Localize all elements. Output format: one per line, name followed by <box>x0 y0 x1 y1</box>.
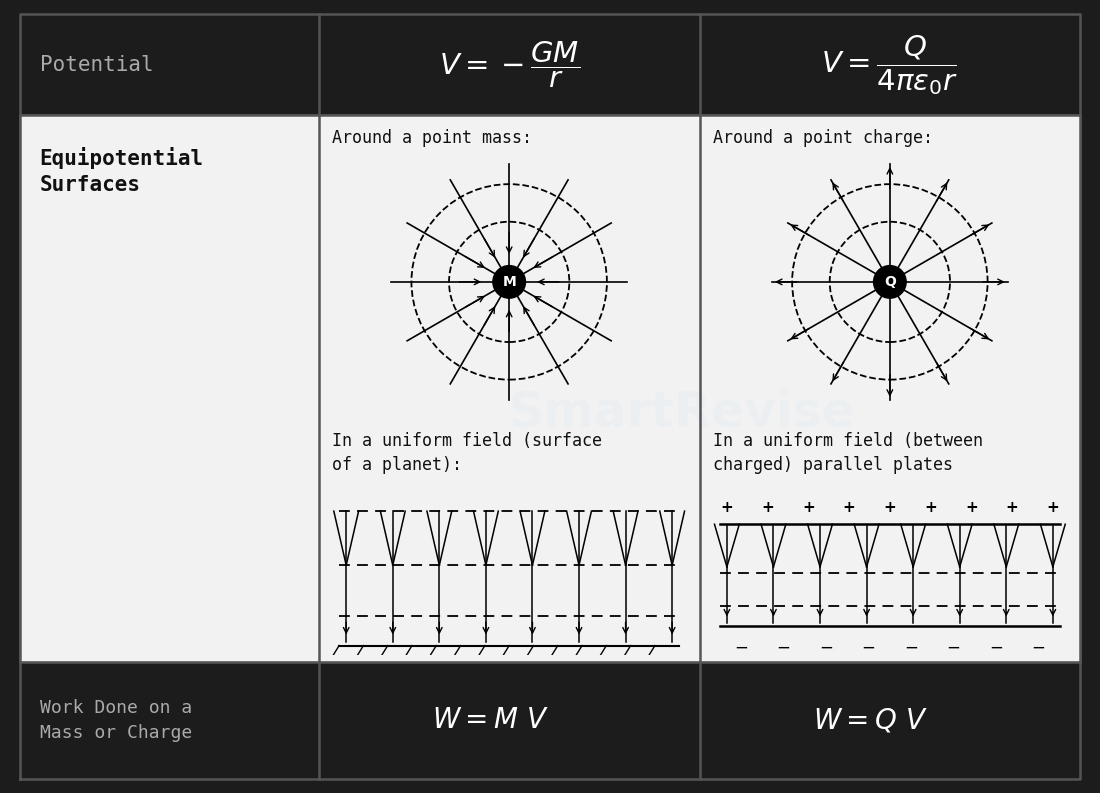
Text: Around a point mass:: Around a point mass: <box>332 129 532 147</box>
Polygon shape <box>319 115 700 662</box>
Text: In a uniform field (between
charged) parallel plates: In a uniform field (between charged) par… <box>713 432 982 473</box>
Text: $W = M\ V$: $W = M\ V$ <box>431 707 549 734</box>
Text: Potential: Potential <box>40 55 153 75</box>
Polygon shape <box>20 662 319 779</box>
Text: Equipotential
Surfaces: Equipotential Surfaces <box>40 147 204 195</box>
Text: $V = \dfrac{Q}{4\pi\varepsilon_0 r}$: $V = \dfrac{Q}{4\pi\varepsilon_0 r}$ <box>822 33 958 97</box>
Polygon shape <box>700 14 1080 115</box>
Text: $V = -\dfrac{GM}{r}$: $V = -\dfrac{GM}{r}$ <box>439 40 580 90</box>
Polygon shape <box>700 662 1080 779</box>
Text: Work Done on a
Mass or Charge: Work Done on a Mass or Charge <box>40 699 191 741</box>
Text: Around a point charge:: Around a point charge: <box>713 129 933 147</box>
Text: In a uniform field (surface
of a planet):: In a uniform field (surface of a planet)… <box>332 432 602 473</box>
Polygon shape <box>700 115 1080 662</box>
Polygon shape <box>319 662 700 779</box>
Polygon shape <box>20 14 319 115</box>
Text: $W = Q\ V$: $W = Q\ V$ <box>813 707 928 734</box>
Text: SmartRevise: SmartRevise <box>508 389 856 436</box>
Polygon shape <box>20 115 319 662</box>
Polygon shape <box>319 14 700 115</box>
